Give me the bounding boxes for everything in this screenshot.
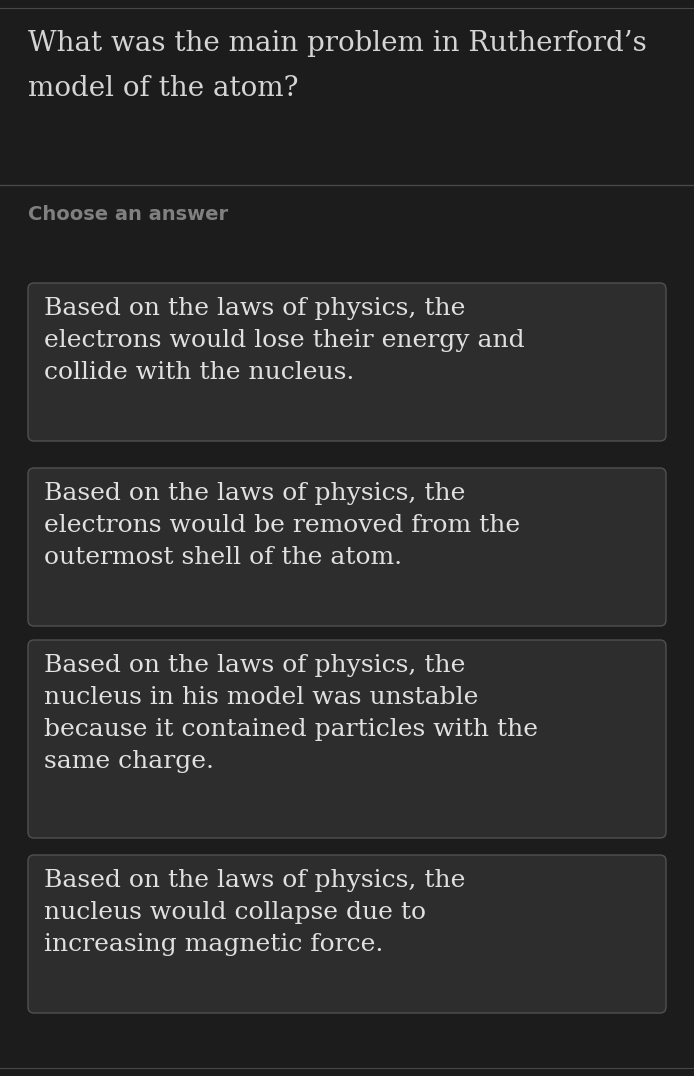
Text: Choose an answer: Choose an answer (28, 206, 228, 224)
FancyBboxPatch shape (28, 468, 666, 626)
Text: Based on the laws of physics, the
nucleus would collapse due to
increasing magne: Based on the laws of physics, the nucleu… (44, 869, 466, 955)
FancyBboxPatch shape (28, 640, 666, 838)
Text: Based on the laws of physics, the
electrons would lose their energy and
collide : Based on the laws of physics, the electr… (44, 297, 525, 384)
Text: Based on the laws of physics, the
nucleus in his model was unstable
because it c: Based on the laws of physics, the nucleu… (44, 654, 538, 773)
Text: What was the main problem in Rutherford’s: What was the main problem in Rutherford’… (28, 30, 647, 57)
Text: model of the atom?: model of the atom? (28, 75, 298, 102)
FancyBboxPatch shape (28, 283, 666, 441)
Text: Based on the laws of physics, the
electrons would be removed from the
outermost : Based on the laws of physics, the electr… (44, 482, 520, 569)
FancyBboxPatch shape (28, 855, 666, 1013)
